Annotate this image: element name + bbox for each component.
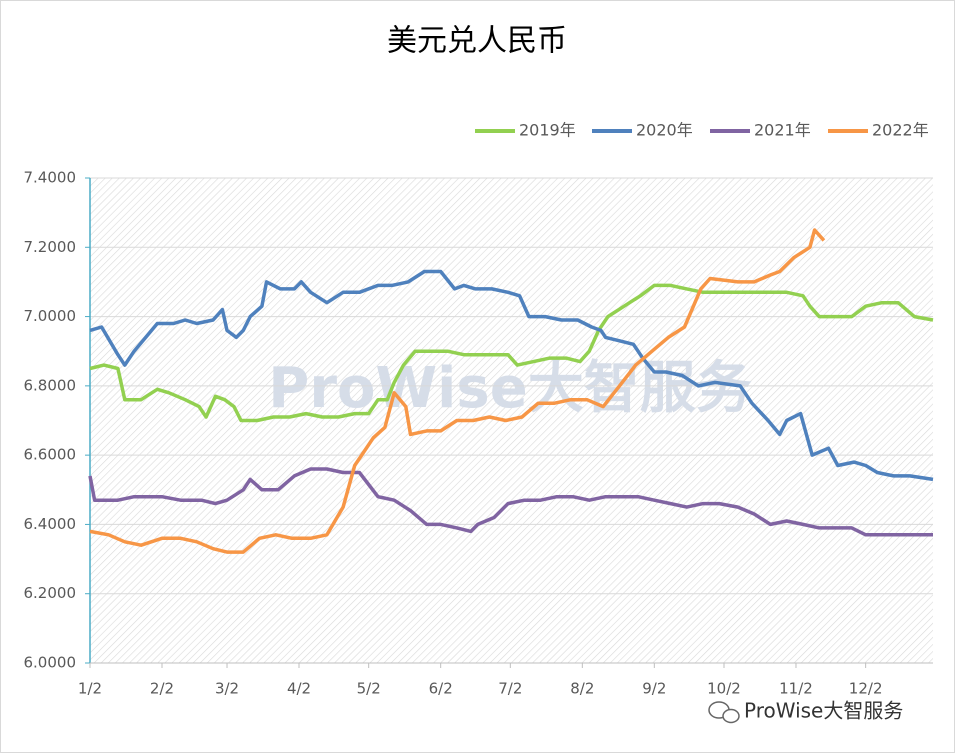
x-tick-label: 3/2 bbox=[215, 680, 239, 698]
series-line bbox=[89, 269, 934, 482]
series-line bbox=[89, 228, 826, 554]
y-tick-label: 7.4000 bbox=[24, 169, 77, 187]
footer: ProWise大智服务 bbox=[744, 699, 903, 723]
watermark: ProWise大智服务 bbox=[268, 356, 751, 421]
y-tick-label: 6.8000 bbox=[24, 376, 77, 394]
x-tick-label: 7/2 bbox=[498, 680, 522, 698]
y-tick-label: 6.2000 bbox=[24, 584, 77, 602]
y-tick-label: 7.0000 bbox=[24, 307, 77, 325]
legend-label: 2021年 bbox=[754, 121, 811, 140]
chart-title: 美元兑人民币 bbox=[387, 24, 567, 59]
x-tick-label: 6/2 bbox=[429, 680, 453, 698]
y-tick-label: 6.0000 bbox=[24, 654, 77, 672]
x-tick-label: 10/2 bbox=[707, 680, 741, 698]
x-tick-label: 8/2 bbox=[570, 680, 594, 698]
x-tick-label: 11/2 bbox=[779, 680, 813, 698]
x-tick-label: 9/2 bbox=[642, 680, 666, 698]
y-tick-label: 6.6000 bbox=[24, 446, 77, 464]
y-tick-label: 7.2000 bbox=[24, 238, 77, 256]
x-tick-label: 2/2 bbox=[150, 680, 174, 698]
y-tick-label: 6.4000 bbox=[24, 515, 77, 533]
legend-label: 2020年 bbox=[636, 121, 693, 140]
legend-label: 2022年 bbox=[872, 121, 929, 140]
legend-label: 2019年 bbox=[519, 121, 576, 140]
x-tick-label: 5/2 bbox=[357, 680, 381, 698]
x-tick-label: 4/2 bbox=[287, 680, 311, 698]
series-line bbox=[89, 283, 934, 423]
series-line bbox=[88, 467, 933, 537]
x-tick-label: 1/2 bbox=[78, 680, 102, 698]
x-tick-label: 12/2 bbox=[849, 680, 883, 698]
wechat-icon bbox=[708, 701, 740, 724]
